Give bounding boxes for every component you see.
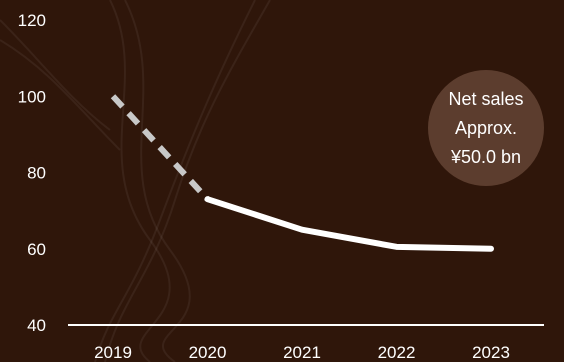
y-tick-label: 100 — [18, 87, 46, 106]
y-tick-label: 60 — [27, 240, 46, 259]
net-sales-badge: Net sales Approx. ¥50.0 bn — [428, 70, 544, 186]
series-line — [110, 94, 494, 252]
y-axis-ticks: 40 60 80 100 120 — [18, 11, 46, 335]
badge-line-3: ¥50.0 bn — [450, 146, 522, 167]
x-tick-label: 2020 — [189, 343, 227, 362]
x-tick-label: 2019 — [94, 343, 132, 362]
x-tick-label: 2022 — [378, 343, 416, 362]
badge-line-2: Approx. — [454, 117, 518, 138]
series-segment-dashed — [110, 94, 210, 202]
background-swirl — [0, 0, 271, 362]
series-segment-solid — [204, 196, 494, 252]
y-tick-label: 40 — [27, 316, 46, 335]
y-tick-label: 120 — [18, 11, 46, 30]
x-tick-label: 2021 — [283, 343, 321, 362]
x-axis-ticks: 2019 2020 2021 2022 2023 — [94, 343, 510, 362]
y-tick-label: 80 — [27, 164, 46, 183]
x-tick-label: 2023 — [472, 343, 510, 362]
badge-line-1: Net sales — [448, 88, 524, 109]
